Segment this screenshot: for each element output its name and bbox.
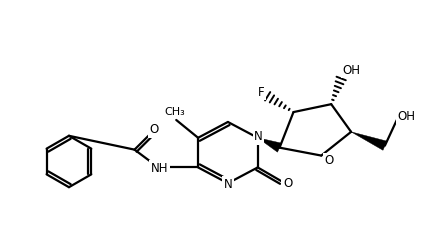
Text: OH: OH (398, 109, 416, 123)
Text: O: O (325, 154, 334, 167)
Text: CH₃: CH₃ (164, 107, 184, 117)
Text: N: N (224, 178, 232, 191)
Text: NH: NH (151, 162, 168, 175)
Text: N: N (254, 130, 263, 143)
Text: O: O (283, 177, 292, 190)
Text: F: F (258, 86, 265, 99)
Text: O: O (150, 123, 159, 136)
Polygon shape (351, 132, 387, 150)
Text: OH: OH (342, 64, 360, 77)
Polygon shape (258, 138, 282, 152)
